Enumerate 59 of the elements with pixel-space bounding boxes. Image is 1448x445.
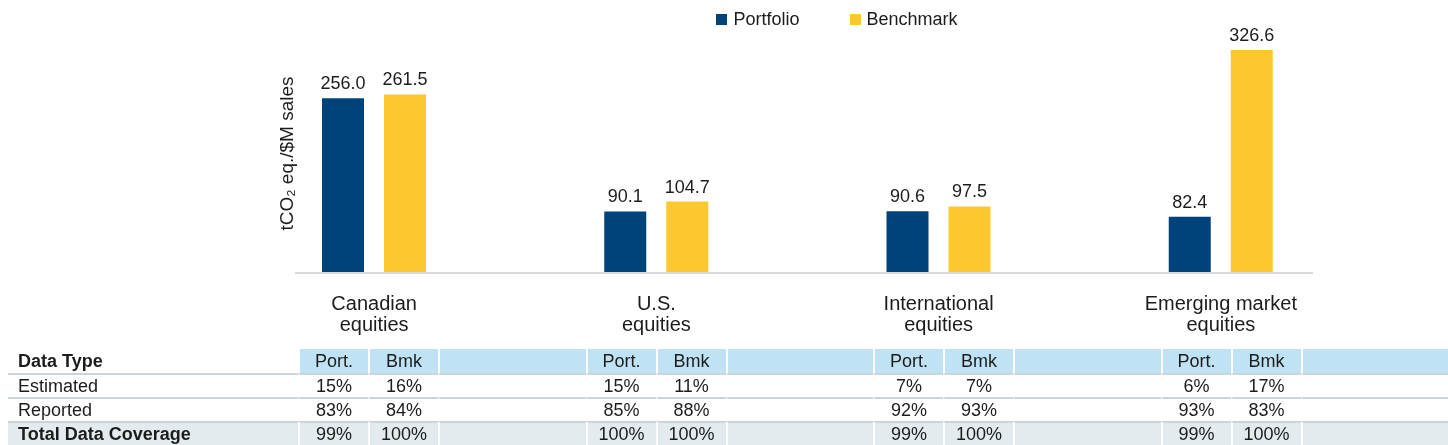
bar [1230,50,1273,273]
text: 84% [385,399,423,420]
legend-label: Portfolio [733,8,800,30]
text: 85% [603,399,640,420]
text: 100% [598,423,645,444]
text: 7% [895,375,922,396]
x-tick-label: Emerging market equities [1144,292,1298,335]
data-label: 261.5 [382,69,428,90]
x-tick-label: Canadian equities [331,292,417,335]
y-axis-title: tCO₂ eq./$M sales [275,76,297,231]
category-label: Bmk [368,349,438,373]
text: 100% [380,423,428,444]
bar [666,201,709,273]
text: 100% [955,423,1003,444]
text: 100% [668,423,715,444]
text: 17% [1248,375,1285,396]
category-label: Bmk [1230,349,1301,373]
bar [322,98,364,273]
category-label: Port. [873,349,943,373]
text: 93% [1178,399,1215,420]
text: 6% [1183,375,1210,396]
text: 100% [1243,423,1290,444]
text: 15% [315,375,353,396]
bar [604,211,647,273]
bar [948,206,991,273]
data-label: 326.6 [1229,25,1275,45]
text: 83% [315,399,353,420]
text: 99% [1178,423,1215,444]
text: 16% [385,375,423,396]
category-label: Bmk [655,349,726,373]
category-label: Port. [585,349,656,373]
data-label: 97.5 [951,181,988,202]
bar [384,94,426,273]
text: 99% [315,423,353,444]
text: 11% [674,375,709,396]
data-label: 104.7 [664,176,710,197]
category-label: Reported [18,399,93,420]
x-tick-label: U.S. equities [621,292,691,335]
x-tick-label: International equities [883,292,994,335]
text: 99% [890,423,928,444]
text: 88% [673,399,710,420]
category-label: Port. [1160,349,1231,373]
legend-label: Benchmark [866,8,958,30]
text: 93% [960,399,998,420]
category-label: Port. [298,349,368,373]
data-label: 82.4 [1172,191,1208,212]
bar [1168,216,1211,273]
data-label: 90.1 [607,186,643,207]
category-label: Bmk [943,349,1013,373]
text: 15% [603,375,640,396]
text: 92% [890,399,928,420]
text: 83% [1248,399,1285,420]
text: Data Type [17,349,104,373]
bar [886,211,929,273]
category-label: Total Data Coverage [18,423,191,444]
category-label: Estimated [18,375,99,396]
data-label: 256.0 [320,73,366,94]
data-label: 90.6 [889,186,926,207]
text: 7% [965,375,992,396]
